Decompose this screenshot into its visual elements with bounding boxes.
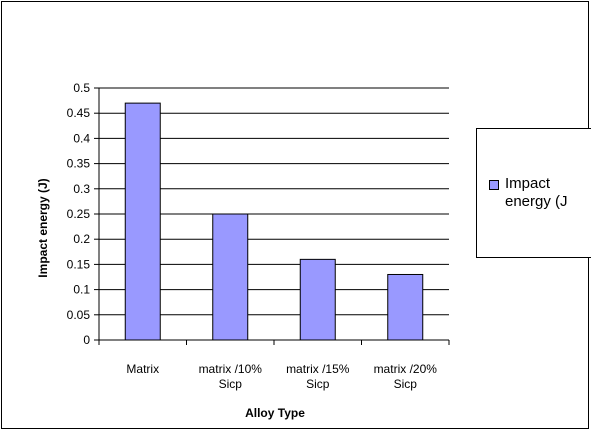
bars: [124, 102, 424, 341]
x-tick-label: matrix /15%: [286, 362, 350, 376]
y-tick-label: 0.4: [73, 131, 90, 145]
x-tick-label: Matrix: [126, 362, 159, 376]
x-tick-label: Sicp: [306, 377, 330, 391]
legend-label-line: Impact: [505, 175, 551, 192]
y-tick-label: 0.15: [67, 257, 91, 271]
bar: [387, 273, 424, 341]
y-tick-label: 0.2: [73, 232, 90, 246]
bar: [299, 258, 336, 341]
x-axis-label: Alloy Type: [245, 406, 305, 420]
x-tick-label: Sicp: [394, 377, 418, 391]
x-tick-label: Sicp: [219, 377, 243, 391]
axes: [94, 87, 450, 345]
y-tick-label: 0.3: [73, 182, 90, 196]
legend-label-line: energy (J: [505, 193, 568, 210]
legend: Impact energy (J: [476, 128, 591, 258]
y-tick-label: 0.25: [67, 207, 91, 221]
y-tick-label: 0.1: [73, 283, 90, 297]
legend-swatch: [489, 180, 499, 190]
bar: [124, 102, 161, 341]
y-tick-label: 0.5: [73, 81, 90, 95]
legend-label: Impact energy (J: [505, 175, 591, 211]
x-tick-label: matrix /10%: [199, 362, 263, 376]
x-tick-label: matrix /20%: [374, 362, 438, 376]
y-axis-label: Impact energy (J): [36, 178, 50, 277]
y-tick-labels: 0 0.05 0.1 0.15 0.2 0.25 0.3 0.35 0.4 0.45 0.5: [67, 81, 91, 347]
y-tick-label: 0: [83, 333, 90, 347]
y-tick-label: 0.05: [67, 308, 91, 322]
y-tick-label: 0.45: [67, 106, 91, 120]
bar: [212, 213, 249, 341]
y-tick-label: 0.35: [67, 157, 91, 171]
